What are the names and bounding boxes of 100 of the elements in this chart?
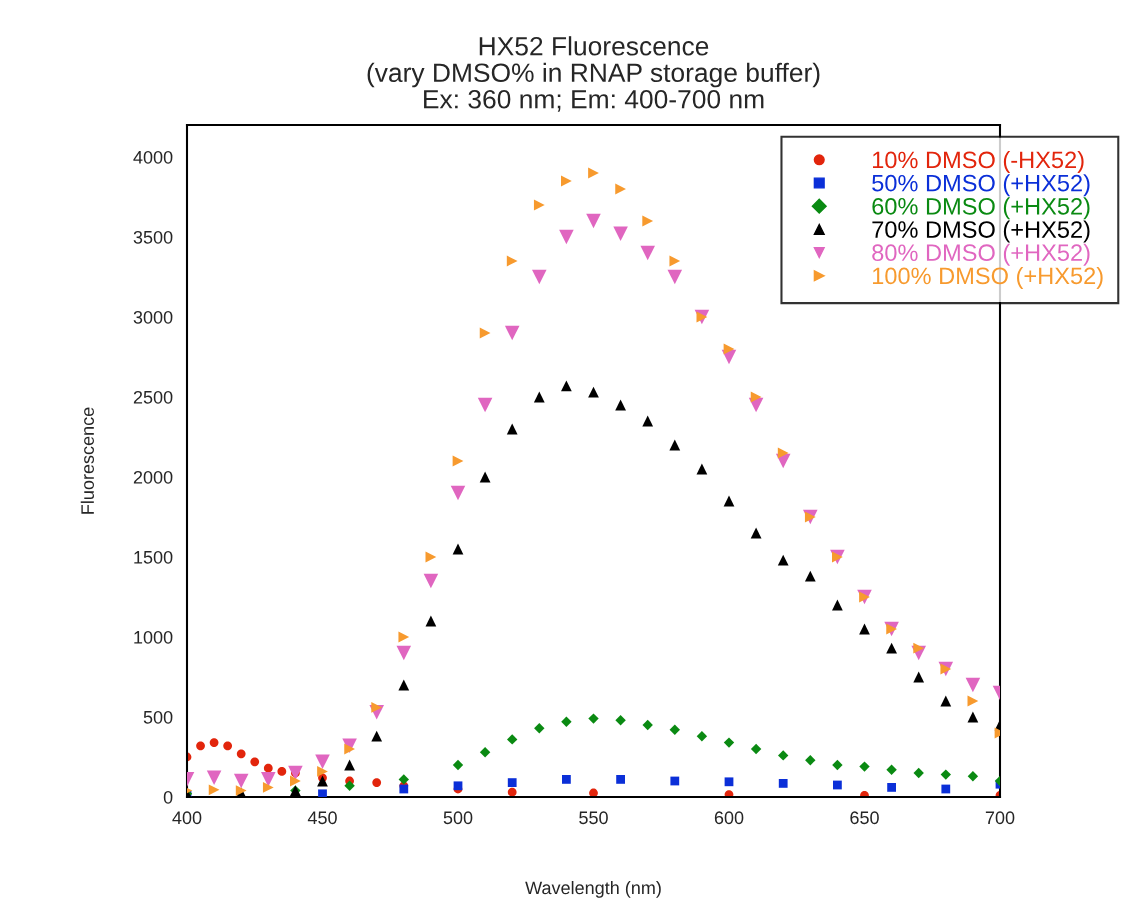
- point: [887, 783, 896, 792]
- point: [777, 554, 789, 566]
- point: [506, 423, 518, 435]
- point: [425, 615, 437, 627]
- point: [640, 245, 655, 261]
- point: [669, 724, 680, 735]
- point: [616, 775, 625, 784]
- point: [344, 743, 355, 755]
- point: [561, 380, 572, 392]
- x-tick-label: 500: [443, 811, 473, 825]
- point: [642, 719, 653, 731]
- point: [506, 255, 518, 267]
- y-tick-label: 4000: [133, 150, 173, 164]
- legend-label: 70% DMSO (+HX52): [872, 220, 1090, 243]
- point: [669, 255, 681, 267]
- y-tick-label: 3000: [133, 310, 173, 324]
- point: [450, 485, 466, 501]
- point: [371, 702, 383, 713]
- point: [250, 757, 260, 767]
- point: [290, 775, 301, 787]
- x-tick-label: 550: [579, 811, 608, 825]
- y-tick-label: 500: [143, 710, 173, 724]
- point: [479, 747, 491, 758]
- x-tick-label: 600: [714, 811, 744, 825]
- point: [206, 770, 222, 786]
- point: [967, 771, 979, 782]
- point: [778, 750, 789, 761]
- point: [504, 325, 520, 341]
- point: [398, 679, 410, 691]
- point: [696, 463, 708, 475]
- legend-label: 60% DMSO (+HX52): [872, 197, 1090, 220]
- point: [777, 447, 789, 459]
- point: [262, 782, 274, 793]
- point: [423, 573, 439, 589]
- point: [588, 386, 599, 398]
- point: [533, 199, 545, 211]
- y-tick-label: 0: [163, 790, 173, 804]
- legend-label: 10% DMSO (-HX52): [873, 150, 1084, 173]
- point: [859, 761, 870, 772]
- point: [588, 167, 599, 179]
- point: [615, 715, 626, 726]
- point: [833, 780, 842, 790]
- point: [479, 471, 491, 483]
- point: [344, 780, 355, 791]
- y-tick-label: 2500: [133, 390, 173, 404]
- x-tick-label: 700: [985, 811, 1015, 825]
- point: [588, 713, 599, 724]
- point: [507, 734, 518, 745]
- point: [277, 767, 287, 776]
- chart-title: HX52 Fluorescence (vary DMSO% in RNAP storage buffer) Ex: 360 nm; Em: 400-700 nm: [367, 36, 820, 112]
- point: [344, 759, 355, 771]
- point: [913, 642, 925, 654]
- point: [940, 695, 952, 707]
- point: [233, 773, 249, 789]
- y-axis-title: Fluorescence: [80, 407, 94, 514]
- point: [209, 738, 219, 747]
- point: [263, 763, 273, 773]
- point: [452, 759, 464, 771]
- point: [832, 759, 843, 771]
- point: [477, 397, 493, 413]
- point: [615, 399, 626, 411]
- point: [315, 754, 330, 770]
- point: [317, 766, 328, 777]
- point: [667, 269, 683, 285]
- point: [778, 779, 788, 788]
- point: [613, 226, 628, 242]
- point: [196, 741, 205, 751]
- point: [318, 789, 327, 797]
- point: [967, 711, 979, 723]
- point: [398, 631, 410, 643]
- point: [507, 778, 517, 787]
- point: [965, 677, 981, 693]
- point: [669, 439, 681, 451]
- point: [561, 716, 572, 727]
- x-axis-title: Wavelength (nm): [525, 881, 661, 898]
- point: [532, 269, 547, 285]
- point: [371, 730, 383, 742]
- point: [941, 784, 951, 794]
- point: [208, 784, 220, 796]
- point: [615, 183, 626, 195]
- point: [804, 570, 816, 582]
- point: [561, 175, 572, 187]
- point: [642, 215, 654, 227]
- point: [559, 229, 574, 245]
- legend-label: 100% DMSO (+HX52): [873, 266, 1103, 289]
- point: [724, 777, 734, 787]
- point: [940, 769, 951, 780]
- point: [534, 723, 545, 734]
- x-tick-label: 650: [850, 811, 879, 825]
- legend-label: 80% DMSO (+HX52): [872, 243, 1090, 266]
- y-tick-label: 1000: [134, 630, 173, 644]
- point: [396, 645, 412, 661]
- point: [886, 642, 897, 654]
- point: [805, 755, 816, 766]
- legend-label: 50% DMSO (+HX52): [872, 174, 1090, 197]
- point: [589, 788, 598, 797]
- x-tick-label: 450: [307, 811, 337, 825]
- point: [832, 599, 843, 611]
- point: [533, 391, 545, 403]
- point: [562, 775, 571, 784]
